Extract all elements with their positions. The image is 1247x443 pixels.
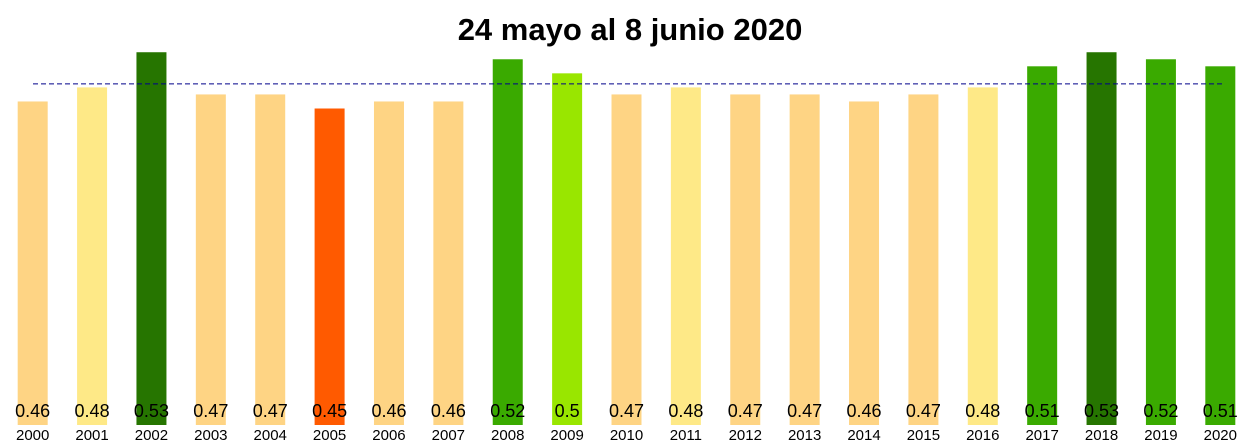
value-label: 0.51 <box>1025 401 1060 421</box>
bar <box>136 52 167 425</box>
value-label: 0.48 <box>75 401 110 421</box>
bar <box>433 101 464 425</box>
bar <box>789 94 820 425</box>
value-label: 0.47 <box>728 401 763 421</box>
value-label: 0.48 <box>668 401 703 421</box>
bar <box>255 94 286 425</box>
x-tick-label: 2011 <box>670 427 702 443</box>
bar <box>17 101 48 425</box>
x-tick-label: 2016 <box>966 427 999 443</box>
bar <box>195 94 226 425</box>
x-tick-label: 2001 <box>75 427 108 443</box>
bar <box>492 59 523 426</box>
x-tick-label: 2012 <box>729 427 762 443</box>
value-label: 0.52 <box>490 401 525 421</box>
x-tick-label: 2017 <box>1025 427 1058 443</box>
bar <box>670 87 701 426</box>
bar <box>77 87 108 426</box>
bar <box>1205 66 1236 426</box>
bar <box>1027 66 1058 426</box>
bar <box>314 108 345 425</box>
bar <box>552 73 583 425</box>
x-tick-label: 2006 <box>372 427 405 443</box>
x-tick-label: 2020 <box>1204 427 1237 443</box>
x-tick-label: 2007 <box>432 427 465 443</box>
x-tick-label: 2008 <box>491 427 524 443</box>
value-label: 0.46 <box>15 401 50 421</box>
value-label: 0.48 <box>965 401 1000 421</box>
bar <box>730 94 761 425</box>
value-label: 0.47 <box>253 401 288 421</box>
bar <box>908 94 939 425</box>
x-tick-label: 2018 <box>1085 427 1118 443</box>
chart-title: 24 mayo al 8 junio 2020 <box>458 12 803 47</box>
x-tick-label: 2002 <box>135 427 168 443</box>
bar <box>849 101 880 425</box>
value-label: 0.47 <box>193 401 228 421</box>
value-label: 0.53 <box>134 401 169 421</box>
x-tick-label: 2000 <box>16 427 49 443</box>
bar <box>373 101 404 425</box>
value-label: 0.52 <box>1143 401 1178 421</box>
bar <box>1145 59 1176 426</box>
value-label: 0.45 <box>312 401 347 421</box>
bar <box>1086 52 1117 425</box>
value-label: 0.47 <box>609 401 644 421</box>
value-label: 0.53 <box>1084 401 1119 421</box>
value-label: 0.46 <box>847 401 882 421</box>
x-tick-label: 2009 <box>550 427 583 443</box>
value-label: 0.46 <box>371 401 406 421</box>
x-tick-label: 2005 <box>313 427 346 443</box>
bar <box>611 94 642 425</box>
value-label: 0.47 <box>906 401 941 421</box>
value-label: 0.46 <box>431 401 466 421</box>
x-tick-label: 2010 <box>610 427 643 443</box>
x-tick-label: 2014 <box>847 427 880 443</box>
bar <box>967 87 998 426</box>
value-label: 0.5 <box>555 401 580 421</box>
x-tick-label: 2004 <box>254 427 287 443</box>
x-tick-label: 2019 <box>1144 427 1177 443</box>
x-tick-label: 2013 <box>788 427 821 443</box>
value-label: 0.51 <box>1203 401 1238 421</box>
x-tick-label: 2003 <box>194 427 227 443</box>
x-tick-label: 2015 <box>907 427 940 443</box>
value-label: 0.47 <box>787 401 822 421</box>
